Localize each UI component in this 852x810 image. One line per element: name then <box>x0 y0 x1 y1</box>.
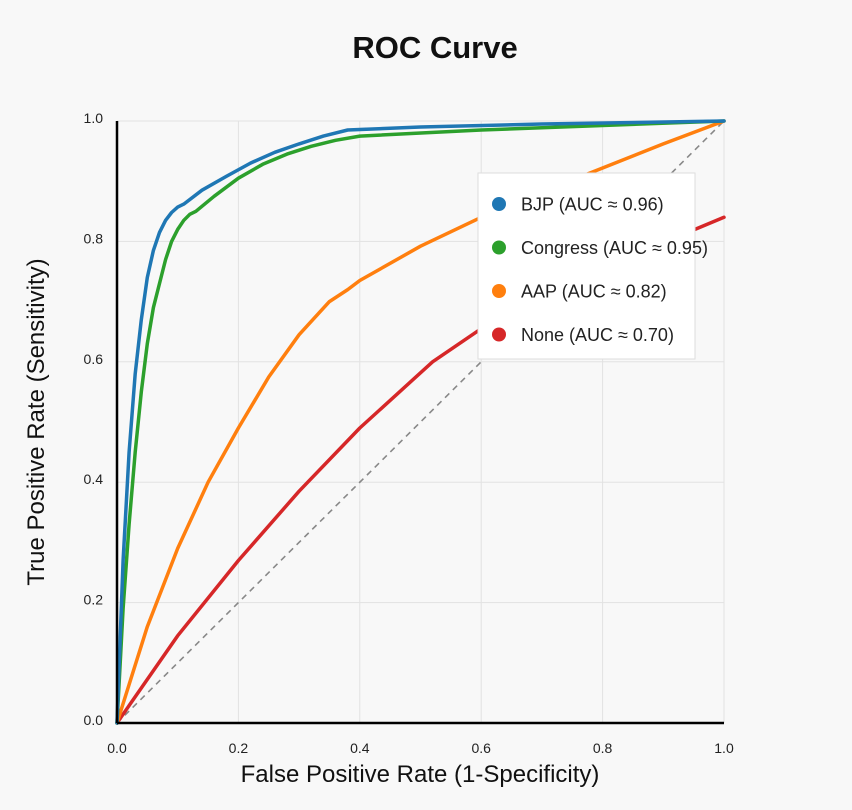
x-tick-label: 1.0 <box>714 740 734 756</box>
x-tick-label: 0.6 <box>471 740 491 756</box>
x-tick-label: 0.2 <box>229 740 249 756</box>
y-tick-label: 0.2 <box>84 592 104 608</box>
legend-marker-congress <box>492 240 506 255</box>
legend-marker-none <box>492 327 506 342</box>
series-line-congress <box>115 119 726 725</box>
legend-marker-bjp <box>492 197 506 211</box>
x-axis-label: False Positive Rate (1-Specificity) <box>241 761 600 788</box>
axes <box>115 121 724 725</box>
y-tick-label: 1.0 <box>84 110 104 126</box>
legend-label-congress: Congress (AUC ≈ 0.95) <box>521 238 708 258</box>
y-tick-label: 0.4 <box>84 471 104 487</box>
legend: BJP (AUC ≈ 0.96) Congress (AUC ≈ 0.95) AAP… <box>477 172 708 360</box>
x-tick-label: 0.8 <box>593 740 613 756</box>
legend-box <box>477 172 696 360</box>
legend-label-none: None (AUC ≈ 0.70) <box>521 325 674 345</box>
series-line-bjp <box>115 119 726 725</box>
y-axis-label: True Positive Rate (Sensitivity) <box>23 258 50 585</box>
legend-label-aap: AAP (AUC ≈ 0.82) <box>521 282 667 302</box>
y-tick-label: 0.8 <box>84 230 104 246</box>
x-tick-label: 0.4 <box>350 740 370 756</box>
y-tick-label: 0.0 <box>84 712 104 728</box>
tick-labels: 0.0 0.2 0.4 0.6 0.8 1.0 0.0 0.2 0.4 0.6 0.8 1.0 <box>84 110 734 756</box>
legend-marker-aap <box>492 284 506 298</box>
chart-title: ROC Curve <box>352 30 517 65</box>
legend-label-bjp: BJP (AUC ≈ 0.96) <box>521 195 664 215</box>
x-tick-label: 0.0 <box>107 740 127 756</box>
y-tick-label: 0.6 <box>84 351 104 367</box>
